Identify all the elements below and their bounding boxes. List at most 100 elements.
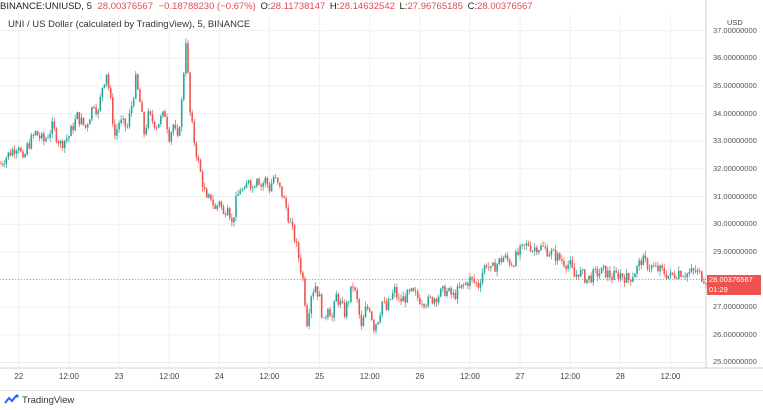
candle-body: [105, 74, 108, 85]
candle-body: [609, 270, 611, 278]
candle-body: [481, 272, 484, 284]
candle-body: [673, 274, 676, 278]
candle-body: [285, 197, 287, 208]
candle-body: [91, 107, 93, 120]
candle-body: [59, 141, 62, 144]
x-tick-label: 26: [415, 372, 425, 381]
candle-body: [381, 301, 384, 315]
candle-body: [78, 112, 81, 125]
candle-body: [70, 125, 72, 137]
x-tick-label: 12:00: [459, 372, 480, 381]
candle-body: [103, 84, 106, 88]
candle-body: [260, 184, 262, 187]
candle-body: [318, 294, 321, 297]
candle-body: [410, 288, 413, 292]
candle-body: [667, 275, 670, 279]
candle-body: [563, 261, 565, 267]
candle-body: [239, 190, 242, 195]
candle-body: [220, 201, 223, 207]
candle-body: [427, 296, 429, 306]
candle-body: [366, 306, 369, 309]
candle-body: [101, 87, 104, 98]
candle-body: [389, 299, 392, 300]
y-tick-label: 29.00000000: [713, 246, 757, 256]
candle-body: [638, 260, 640, 267]
candle-body: [373, 320, 375, 331]
candle-body: [644, 255, 647, 259]
candle-body: [544, 246, 546, 248]
candle-body: [483, 265, 486, 273]
candle-body: [684, 276, 686, 278]
candle-body: [442, 286, 444, 289]
symbol-header: BINANCE:UNIUSD, 5 28.00376567 −0.1878823…: [0, 0, 706, 14]
candle-body: [506, 255, 509, 260]
candle-body: [49, 133, 51, 138]
chart-title: UNI / US Dollar (calculated by TradingVi…: [8, 19, 251, 30]
candle-body: [452, 292, 455, 295]
candle-body: [151, 114, 154, 122]
candle-body: [485, 265, 488, 267]
candle-body: [205, 189, 208, 198]
candle-body: [226, 208, 229, 216]
candle-body: [28, 143, 31, 149]
x-tick-label: 12:00: [58, 372, 79, 381]
candle-body: [517, 251, 519, 255]
candle-body: [421, 303, 423, 305]
candle-body: [348, 301, 350, 303]
candle-body: [38, 135, 41, 139]
candle-body: [525, 243, 528, 246]
candle-body: [120, 119, 122, 123]
y-tick-label: 35.00000000: [713, 80, 757, 90]
candle-body: [619, 273, 622, 280]
candle-body: [53, 121, 56, 129]
candle-body: [377, 322, 379, 325]
candle-body: [439, 288, 442, 297]
candle-body: [655, 265, 657, 267]
candle-body: [569, 260, 572, 265]
candle-body: [5, 157, 8, 165]
candle-body: [312, 292, 315, 297]
candle-body: [322, 317, 325, 319]
y-tick-label: 27.00000000: [713, 302, 757, 312]
x-tick-label: 22: [14, 372, 24, 381]
candle-body: [396, 286, 398, 298]
candle-body: [540, 245, 542, 251]
candle-body: [692, 268, 695, 271]
candle-body: [669, 272, 672, 276]
open-label: O:: [260, 1, 271, 12]
candle-body: [429, 296, 432, 298]
candle-body: [602, 265, 605, 268]
candle-body: [412, 288, 415, 291]
candle-body: [233, 217, 235, 223]
candle-body: [387, 299, 390, 310]
candle-body: [270, 183, 273, 192]
candle-body: [502, 257, 505, 263]
high-value: 28.14632542: [339, 1, 395, 12]
candle-body: [0, 163, 1, 165]
candle-body: [176, 128, 179, 136]
candle-body: [527, 243, 530, 246]
candle-body: [573, 267, 576, 277]
brand-name[interactable]: TradingView: [22, 395, 75, 406]
candle-body: [362, 317, 365, 327]
candle-body: [550, 250, 553, 255]
candle-body: [162, 111, 164, 117]
candle-body: [657, 265, 659, 272]
symbol-label: BINANCE:UNIUSD, 5: [0, 1, 92, 12]
candle-body: [448, 288, 450, 291]
candle-body: [279, 182, 281, 187]
candle-body: [283, 196, 285, 198]
candle-body: [325, 317, 327, 319]
candle-body: [72, 125, 74, 131]
candle-body: [462, 284, 465, 286]
candle-body: [139, 89, 141, 103]
candle-body: [308, 313, 310, 327]
candle-body: [30, 135, 33, 149]
candle-body: [634, 273, 636, 278]
candle-body: [379, 314, 381, 323]
candle-body: [556, 253, 559, 261]
candle-body: [132, 98, 135, 106]
candle-body: [575, 274, 578, 277]
candle-body: [358, 299, 361, 315]
